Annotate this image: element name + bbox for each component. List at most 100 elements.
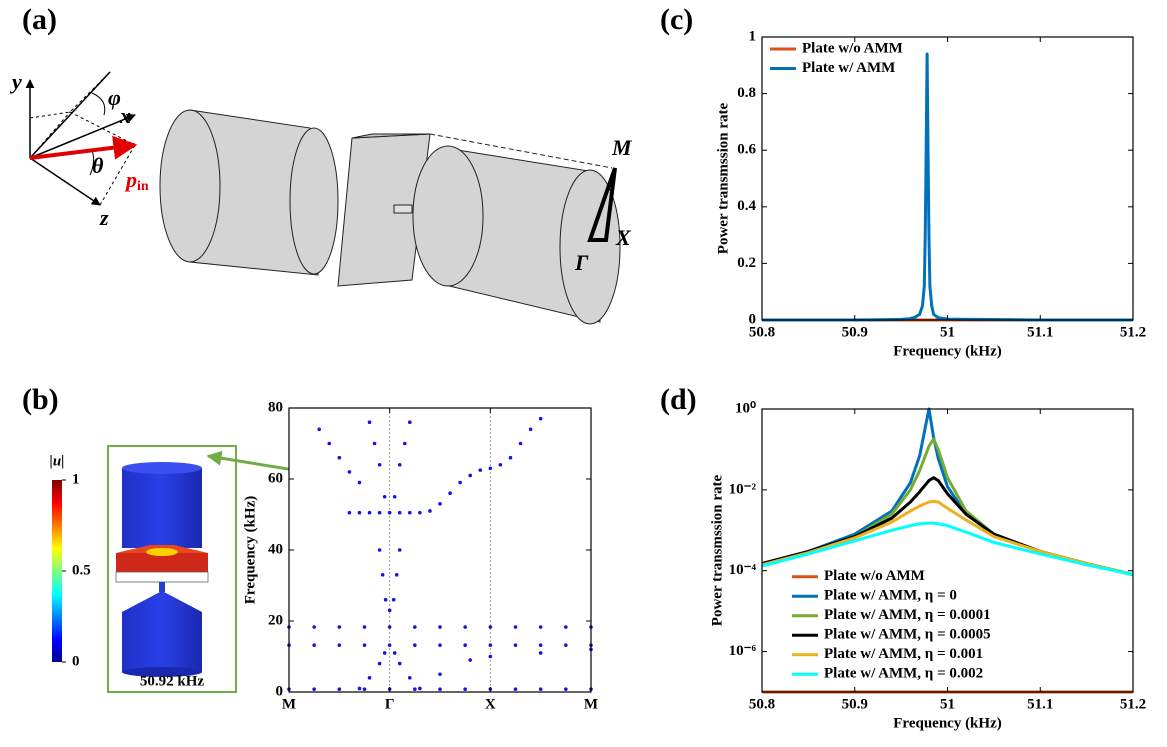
y-tick-label: 0.2 [737,255,756,271]
y-tick-label: 0.4 [737,198,756,214]
x-tick-label: 51 [940,696,955,712]
scatter-point [438,625,442,629]
scatter-point [382,651,387,655]
scatter-point [408,420,412,425]
legend-label: Plate w/o AMM [824,568,925,584]
scatter-point [528,427,533,432]
scatter-point [463,643,467,647]
scatter-point [394,573,399,577]
legend-label: Plate w/ AMM, η = 0.0005 [824,627,991,643]
y-tick-label: 60 [268,470,283,486]
scatter-point [488,466,493,471]
scatter-point [377,661,382,666]
scatter-point [337,455,342,460]
scatter-point [538,651,543,655]
colorbar-tick-label: 1 [72,471,80,487]
scatter-point [408,510,412,515]
scatter-point [387,625,392,629]
scatter-point [387,510,392,515]
y-tick-label: 0 [276,683,284,699]
plot-frame [761,36,1134,321]
y-tick-label: 20 [268,612,283,628]
x-tick-label: M [584,696,598,712]
scatter-point [362,625,367,629]
y-tick-label: 0.8 [737,85,756,101]
scatter-point [357,480,362,485]
scatter-point [382,494,387,499]
scatter-point [377,510,382,515]
scatter-point [391,597,396,602]
scatter-point [377,463,382,467]
scatter-point [513,625,518,629]
legend-label: Plate w/ AMM [802,60,895,76]
scatter-point [508,455,513,460]
chart: 50.8 50.9 51 51.1 51.2 10⁻⁶ 10⁻⁴ 10⁻² 10⁰ Frequen… [709,400,1146,731]
x-tick-label: X [485,696,496,712]
scatter-point [387,608,392,613]
x-tick-label: 51.2 [1120,696,1146,712]
point-label: Γ [574,250,589,275]
colorbar-tick-label: 0.5 [72,562,91,578]
scatter-point [564,625,568,629]
scatter-point [397,548,402,552]
axis-name: x [119,103,131,128]
scatter-point [327,441,332,446]
scatter-point [564,687,568,691]
x-axis-label: Frequency (kHz) [893,715,1001,731]
vector-sub: in [137,179,149,194]
scatter-point [488,625,493,629]
y-tick-label: 1 [749,28,757,44]
scatter-point [380,573,385,577]
legend-label: Plate w/o AMM [802,40,903,56]
scatter-point [488,654,493,659]
scatter-point [377,548,382,552]
y-tick-label: 10⁰ [735,400,756,416]
x-tick-label: 50.9 [842,696,868,712]
scatter-point [513,687,518,691]
scatter-point [418,510,422,515]
scatter-point [397,661,402,666]
unit-cell [159,109,621,325]
x-tick-label: Γ [385,696,395,712]
scatter-point [428,509,432,513]
legend-label: Plate w/ AMM, η = 0.0001 [824,607,991,623]
y-tick-label: 10⁻⁴ [729,562,757,578]
scatter-point [402,441,407,446]
scatter-point [438,687,442,691]
scatter-point [312,687,316,691]
scatter-point [317,427,322,432]
scatter-point [468,658,473,662]
panel-label: (b) [22,383,59,416]
scatter-point [438,502,442,506]
scatter-point [312,625,316,629]
scatter-point [488,643,493,647]
scatter-point [538,625,543,629]
mode-shape [115,462,209,677]
scatter-point [357,510,362,515]
scatter-point [397,463,402,467]
scatter-point [518,441,523,446]
angle-name: θ [92,153,104,178]
scatter-point [438,672,442,677]
scatter-point [347,470,352,474]
panel-label: (c) [660,3,693,36]
scatter-point [383,597,388,602]
coordinate-triad [25,71,138,206]
series-line [761,499,1134,577]
scatter-point [372,441,377,446]
series-line [762,52,1133,322]
scatter-point [367,420,372,425]
scatter-point [478,468,483,472]
scatter-point [513,643,518,647]
scatter-point [337,643,342,647]
x-tick-label: 51 [940,324,955,340]
scatter-point [397,510,402,515]
colorbar [52,480,62,662]
legend-label: Plate w/ AMM, η = 0.002 [824,666,983,682]
y-tick-label: 0.6 [737,142,756,158]
scatter-point [413,643,417,647]
colorbar-tick-label: 0 [72,653,80,669]
y-tick-label: 80 [268,399,283,415]
scatter-point [538,416,543,421]
